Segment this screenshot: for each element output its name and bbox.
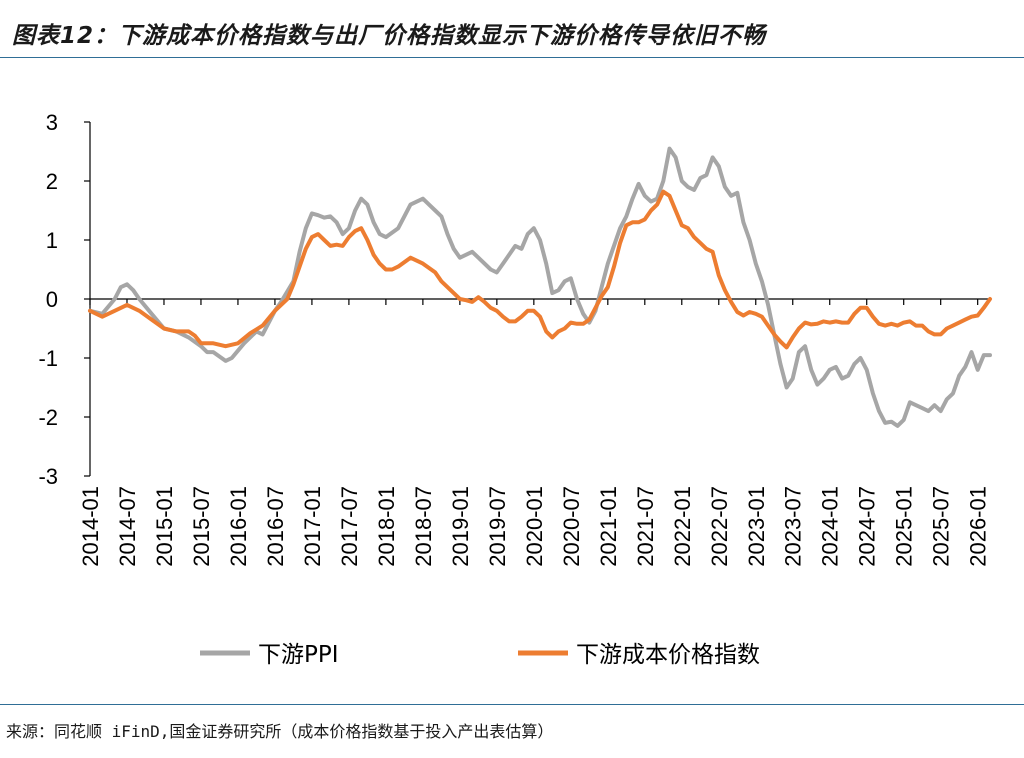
x-tick-label: 2021-07	[633, 486, 658, 567]
x-tick-label: 2024-07	[855, 486, 880, 567]
series-line-1	[88, 146, 992, 428]
x-tick-label: 2016-01	[226, 486, 251, 567]
legend-label-1: 下游PPI	[258, 642, 339, 668]
x-tick-label: 2020-07	[559, 486, 584, 567]
x-tick-label: 2025-01	[892, 486, 917, 567]
x-tick-label: 2018-07	[411, 486, 436, 567]
x-tick-label: 2025-07	[929, 486, 954, 567]
x-tick-label: 2022-01	[670, 486, 695, 567]
series-lines	[88, 146, 992, 428]
x-tick-label: 2021-01	[596, 486, 621, 567]
x-tick-label: 2024-01	[818, 486, 843, 567]
x-tick-label: 2014-07	[115, 486, 140, 567]
x-tick-label: 2014-01	[78, 486, 103, 567]
x-tick-label: 2026-01	[966, 486, 991, 567]
y-tick-label: 3	[46, 110, 58, 135]
x-tick-label: 2022-07	[707, 486, 732, 567]
y-tick-label: 2	[46, 169, 58, 194]
source-note: 来源：同花顺 iFinD,国金证券研究所（成本价格指数基于投入产出表估算）	[6, 722, 554, 741]
source-divider	[0, 704, 1024, 705]
x-tick-label: 2015-07	[189, 486, 214, 567]
x-tick-label: 2017-01	[300, 486, 325, 567]
y-tick-label: 0	[46, 287, 58, 312]
figure-title: 图表12：下游成本价格指数与出厂价格指数显示下游价格传导依旧不畅	[12, 23, 767, 49]
y-tick-label: -1	[38, 346, 58, 371]
y-axis: 3 2 1 0 -1 -2 -3	[38, 110, 91, 489]
x-tick-label: 2023-07	[781, 486, 806, 567]
x-tick-label: 2020-01	[522, 486, 547, 567]
title-divider	[0, 57, 1024, 58]
x-tick-label: 2017-07	[337, 486, 362, 567]
legend-label-2: 下游成本价格指数	[576, 642, 760, 668]
x-tick-label: 2019-07	[485, 486, 510, 567]
y-tick-label: 1	[46, 228, 58, 253]
x-tick-label: 2018-01	[374, 486, 399, 567]
x-tick-label: 2016-07	[263, 486, 288, 567]
y-tick-label: -2	[38, 405, 58, 430]
x-tick-label: 2015-01	[152, 486, 177, 567]
x-axis: 2014-01 2014-07 2015-01 2015-07 2016-01 2016-…	[78, 298, 991, 567]
x-tick-label: 2019-01	[448, 486, 473, 567]
series-line-2	[88, 189, 992, 350]
x-tick-label: 2023-01	[744, 486, 769, 567]
y-tick-label: -3	[38, 464, 58, 489]
legend: 下游PPI 下游成本价格指数	[200, 642, 760, 668]
